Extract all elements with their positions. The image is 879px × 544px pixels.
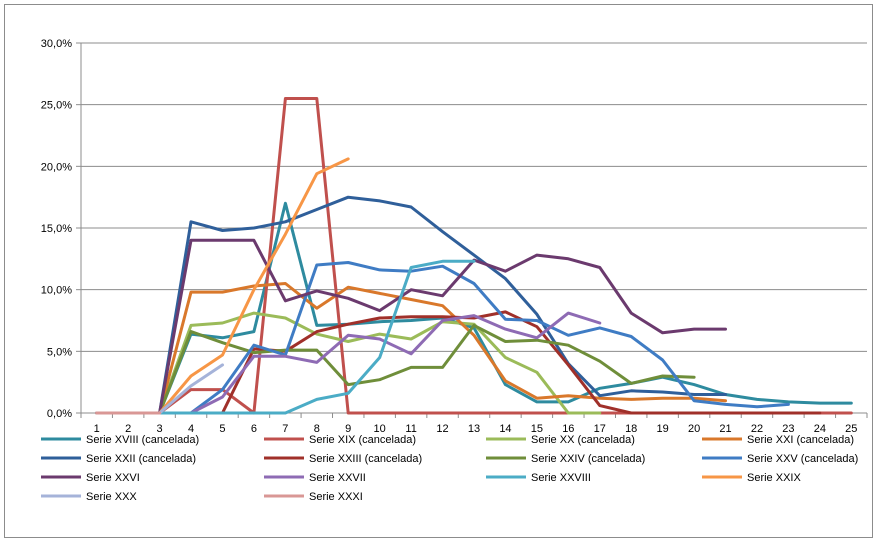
x-tick-label: 22 xyxy=(751,423,763,435)
legend-label: Serie XXIX xyxy=(747,472,801,484)
legend-label: Serie XXVIII xyxy=(531,472,591,484)
x-tick-label: 1 xyxy=(94,423,100,435)
series-line xyxy=(95,282,727,415)
series-lines xyxy=(95,97,853,415)
legend-label: Serie XXV (cancelada) xyxy=(747,453,858,465)
x-tick-label: 11 xyxy=(405,423,416,435)
legend-label: Serie XXVI xyxy=(86,472,140,484)
x-tick-label: 6 xyxy=(251,423,257,435)
x-tick-label: 3 xyxy=(157,423,163,435)
legend-label: Serie XIX (cancelada) xyxy=(309,434,416,446)
chart-frame: 0,0% 5,0% 10,0% 15,0% 20,0% 25,0% 30,0% 1 2 3 4 5 6 7… xyxy=(4,4,873,538)
series-line xyxy=(95,201,853,415)
x-tick-label: 12 xyxy=(436,423,448,435)
x-tick-label: 16 xyxy=(562,423,574,435)
legend-label: Serie XXVII xyxy=(309,472,366,484)
x-tick-label: 23 xyxy=(782,423,794,435)
legend-label: Serie XXIII (cancelada) xyxy=(309,453,422,465)
legend-label: Serie XVIII (cancelada) xyxy=(86,434,199,446)
x-tick-label: 24 xyxy=(814,423,826,435)
legend-label: Serie XXX xyxy=(86,491,137,503)
x-tick-label: 4 xyxy=(188,423,194,435)
y-tick-label: 30,0% xyxy=(41,38,72,50)
series-line xyxy=(95,261,790,415)
x-tick-label: 18 xyxy=(625,423,637,435)
series-line xyxy=(95,195,727,415)
gridlines xyxy=(81,42,867,352)
series-line xyxy=(95,310,822,415)
series-line xyxy=(95,323,696,415)
x-tick-label: 2 xyxy=(125,423,131,435)
x-tick-label: 25 xyxy=(845,423,857,435)
x-tick-label: 17 xyxy=(594,423,606,435)
x-tick-label: 19 xyxy=(657,423,669,435)
x-tick-label: 13 xyxy=(468,423,480,435)
series-line xyxy=(95,238,727,415)
x-tick-label: 8 xyxy=(314,423,320,435)
x-tick-label: 9 xyxy=(345,423,351,435)
x-tick-label: 21 xyxy=(719,423,731,435)
y-tick-label: 10,0% xyxy=(41,285,72,297)
x-tick-label: 7 xyxy=(282,423,288,435)
x-tick-label: 10 xyxy=(374,423,386,435)
legend-label: Serie XXIV (cancelada) xyxy=(531,453,645,465)
y-tick-label: 20,0% xyxy=(41,161,72,173)
x-tick-label: 5 xyxy=(219,423,225,435)
x-tick-label: 20 xyxy=(688,423,700,435)
legend: Serie XVIII (cancelada) Serie XIX (cancel… xyxy=(41,434,858,503)
legend-label: Serie XX (cancelada) xyxy=(531,434,635,446)
x-tick-label: 14 xyxy=(499,423,511,435)
line-chart: 0,0%5,0%10,0%15,0%20,0%25,0%30,0%1 2 3 4 5 6 7… xyxy=(41,38,868,503)
legend-label: Serie XXI (cancelada) xyxy=(747,434,854,446)
y-tick-label: 5,0% xyxy=(47,346,72,358)
y-tick-label: 25,0% xyxy=(41,100,72,112)
legend-label: Serie XXXI xyxy=(309,491,363,503)
legend-label: Serie XXII (cancelada) xyxy=(86,453,196,465)
y-tick-label: 0,0% xyxy=(47,408,72,420)
x-tick-label: 15 xyxy=(531,423,543,435)
y-tick-label: 15,0% xyxy=(41,223,72,235)
